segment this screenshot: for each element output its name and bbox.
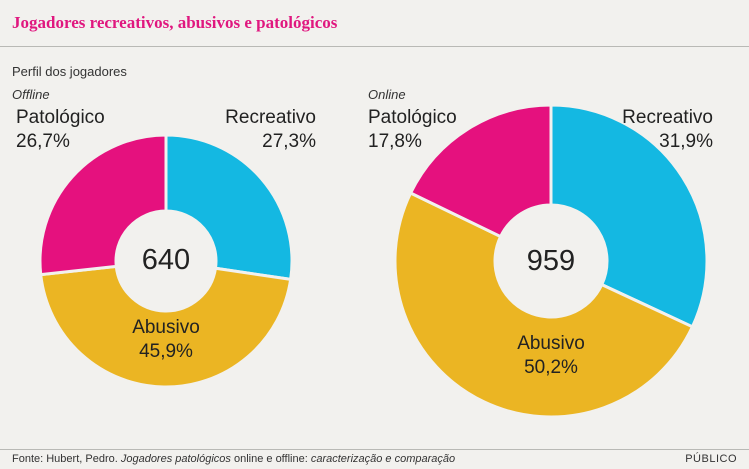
offline-label-recreativo: Recreativo <box>225 107 316 128</box>
online-label-abusivo: Abusivo <box>517 333 585 354</box>
online-label-patologico: Patológico <box>368 107 457 128</box>
chart-title: Jogadores recreativos, abusivos e patoló… <box>12 13 338 32</box>
source-note: Fonte: Hubert, Pedro. Jogadores patológi… <box>12 453 455 465</box>
source-mid: online e offline: <box>230 453 311 465</box>
online-slice-abusivo <box>393 191 694 419</box>
source-title-italic-2: caracterização e comparação <box>310 453 456 465</box>
online-value-patologico: 17,8% <box>368 131 422 152</box>
online-value-abusivo: 50,2% <box>524 357 578 378</box>
offline-label-patologico: Patológico <box>16 107 105 128</box>
offline-value-patologico: 26,7% <box>16 131 70 152</box>
online-value-recreativo: 31,9% <box>659 131 713 152</box>
online-slice-patologico <box>409 103 553 239</box>
chart-subtitle: Perfil dos jogadores <box>12 64 127 79</box>
offline-label-abusivo: Abusivo <box>132 317 200 338</box>
online-label-recreativo: Recreativo <box>622 107 713 128</box>
offline-total: 640 <box>141 244 191 276</box>
source-prefix: Fonte: Hubert, Pedro. <box>12 453 121 465</box>
panel-label-offline: Offline <box>12 87 50 102</box>
offline-slice-abusivo <box>39 264 293 389</box>
offline-slice-patologico <box>38 133 168 277</box>
publisher-brand: PÚBLICO <box>685 453 737 465</box>
online-total: 959 <box>526 245 576 277</box>
offline-value-abusivo: 45,9% <box>139 341 193 362</box>
online-slice-recreativo <box>549 103 709 329</box>
title-divider <box>0 46 749 47</box>
offline-value-recreativo: 27,3% <box>262 131 316 152</box>
source-title-italic: Jogadores patológicos <box>120 453 231 465</box>
panel-label-online: Online <box>368 87 406 102</box>
offline-slice-recreativo <box>164 133 294 281</box>
footer-divider <box>0 449 749 450</box>
